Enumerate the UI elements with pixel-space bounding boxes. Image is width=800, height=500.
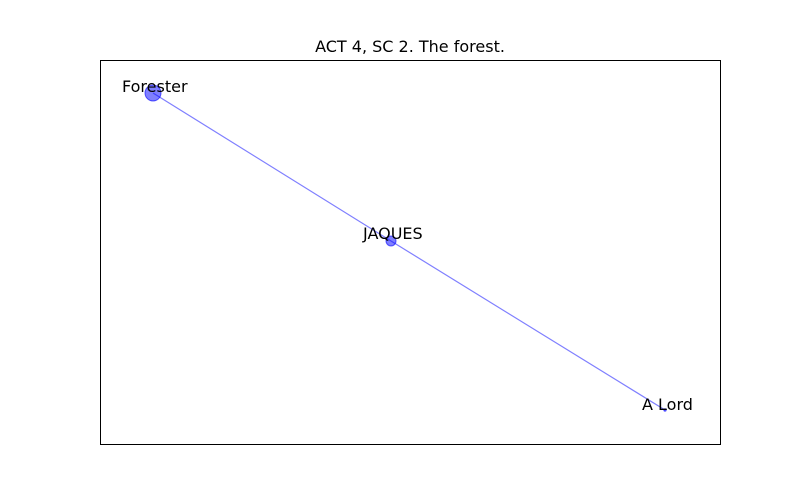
chart-title: ACT 4, SC 2. The forest. [315,37,505,56]
plot-frame [100,60,721,445]
node-jaques [385,235,397,247]
labels-layer: Forester JAQUES A Lord [122,77,693,414]
node-forester [144,84,162,102]
node-label-forester: Forester [122,77,188,96]
node-a-lord [663,408,667,412]
node-label-jaques: JAQUES [362,224,423,243]
node-label-a-lord: A Lord [642,395,693,414]
edge-jaques-a-lord [390,240,666,411]
edges-layer [152,92,666,411]
edge-forester-jaques [152,92,392,242]
nodes-layer [144,84,667,412]
